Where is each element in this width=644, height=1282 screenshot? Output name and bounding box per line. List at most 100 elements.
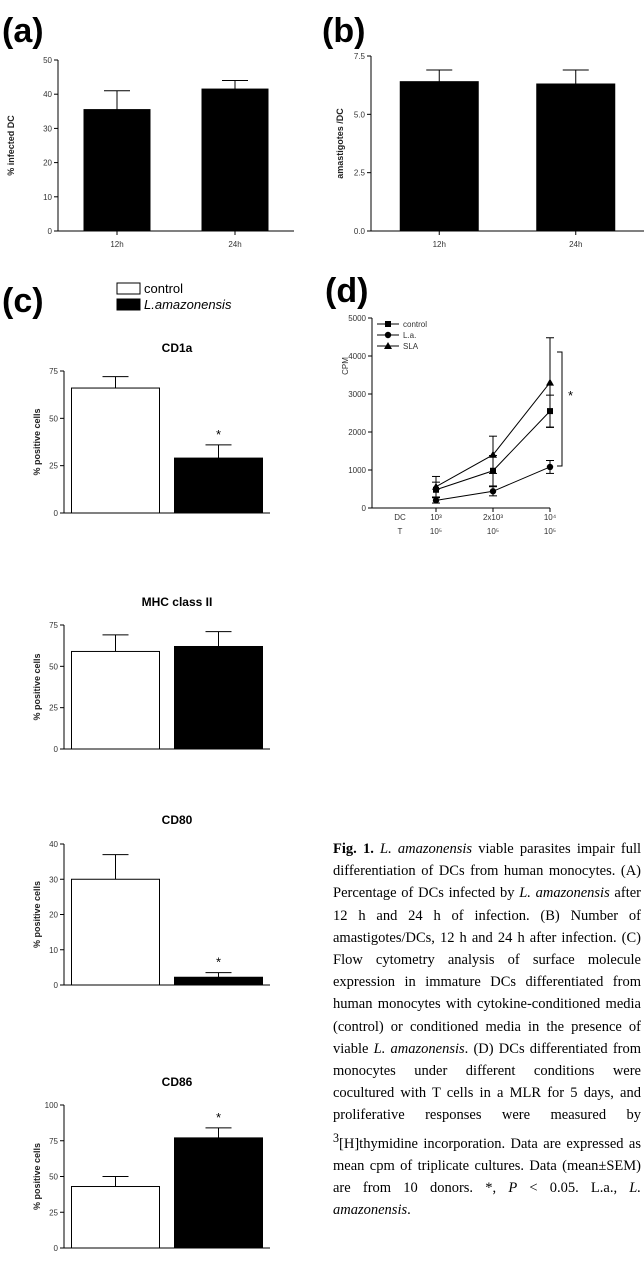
- c4-bar-2: [174, 1137, 263, 1249]
- d-series-control-legend-label: control: [403, 320, 427, 329]
- c3-y-axis-label: % positive cells: [32, 881, 42, 948]
- chart-c-mhc-class-ii: 0 25 50 75 % positive cells MHC class II: [32, 595, 270, 754]
- d-series-sla-point: [432, 482, 440, 490]
- d-series-sla-legend-label: SLA: [403, 342, 419, 351]
- caption-text-3: . (D) DCs differentiated from monocytes …: [333, 1040, 642, 1124]
- c2-y-tick-label: 25: [49, 704, 58, 713]
- d-series-control-legend-marker: [385, 321, 391, 327]
- c4-y-tick-label: 25: [49, 1208, 58, 1217]
- b-y-tick-label: 0.0: [354, 227, 366, 236]
- caption-species-2: L. amazonensis: [519, 885, 610, 902]
- a-x-tick-label: 12h: [110, 240, 123, 249]
- d-series-sla-point: [489, 450, 497, 458]
- c3-significance-star: *: [216, 955, 221, 970]
- c4-y-tick-label: 100: [45, 1101, 59, 1110]
- caption-text-6: .: [407, 1202, 411, 1219]
- c1-significance-star: *: [216, 427, 221, 442]
- chart-c-cd80: 0 10 20 30 40 % positive cells * CD80: [32, 813, 270, 990]
- a-y-tick-label: 50: [43, 56, 52, 65]
- d-x-tick-label-t: 10⁵: [544, 527, 556, 536]
- legend-c: control L.amazonensis: [116, 281, 232, 312]
- c3-y-tick-label: 30: [49, 875, 58, 884]
- caption-superscript: 3: [333, 1130, 340, 1145]
- legend-treated-label: L.amazonensis: [144, 297, 232, 312]
- c1-bar-1: [71, 387, 160, 514]
- caption-p-value: P: [508, 1179, 518, 1196]
- b-bar-1: [399, 81, 479, 232]
- a-bar-1: [83, 109, 151, 232]
- d-y-tick-label: 1000: [348, 466, 366, 475]
- chart-d-mlr: 0 1000 2000 3000 4000 5000 CPM DC T 10³ 10⁵ 2x10³ 10…: [341, 314, 573, 536]
- caption-fig-label: Fig. 1.: [333, 841, 374, 857]
- b-y-axis-label: amastigotes /DC: [335, 108, 345, 179]
- caption-species-1: L. amazonensis: [380, 841, 473, 857]
- panel-letter-a: (a): [2, 12, 44, 50]
- d-series-sla-legend-marker: [384, 342, 392, 349]
- c1-y-tick-label: 25: [49, 462, 58, 471]
- d-significance-star: *: [568, 388, 573, 403]
- d-x-tick-label-dc: 10³: [430, 513, 442, 522]
- figure-caption: Fig. 1. L. amazonensis viable parasites …: [333, 838, 641, 1221]
- a-y-tick-label: 40: [43, 90, 52, 99]
- c2-bar-2: [174, 645, 263, 750]
- b-y-tick-label: 7.5: [354, 52, 366, 61]
- c2-title: MHC class II: [142, 595, 213, 609]
- c2-y-axis-label: % positive cells: [32, 653, 42, 720]
- d-significance-bracket: [557, 351, 563, 467]
- c3-title: CD80: [162, 813, 193, 827]
- d-x-tick-label-t: 10⁵: [430, 527, 442, 536]
- c4-significance-star: *: [216, 1110, 221, 1125]
- a-y-tick-label: 0: [48, 227, 53, 236]
- c4-y-tick-label: 75: [49, 1137, 58, 1146]
- d-series-la-legend-label: L.a.: [403, 331, 416, 340]
- legend-control-label: control: [144, 281, 183, 296]
- caption-species-4: L. amazonensis: [333, 1179, 641, 1219]
- a-y-tick-label: 30: [43, 124, 52, 133]
- b-x-tick-label: 24h: [569, 240, 582, 249]
- c4-y-tick-label: 0: [54, 1244, 59, 1253]
- b-y-tick-label: 5.0: [354, 110, 366, 119]
- c3-y-tick-label: 10: [49, 946, 58, 955]
- d-series-sla-point: [546, 378, 554, 386]
- panel-letter-b: (b): [322, 12, 365, 50]
- a-y-tick-label: 20: [43, 159, 52, 168]
- c1-title: CD1a: [162, 341, 193, 355]
- d-y-tick-label: 5000: [348, 314, 366, 323]
- legend-control-swatch: [116, 282, 141, 295]
- caption-text-5: < 0.05. L.a.,: [517, 1179, 630, 1196]
- d-series-la-point: [546, 463, 554, 471]
- c3-y-tick-label: 20: [49, 911, 58, 920]
- c1-bar-2: [174, 457, 263, 514]
- chart-c-cd1a: 0 25 50 75 % positive cells * CD1a: [32, 341, 270, 518]
- c3-bar-1: [71, 878, 160, 986]
- d-x-tick-label-dc: 10⁴: [544, 513, 557, 522]
- d-x-tick-label-t: 10⁵: [487, 527, 499, 536]
- c2-y-tick-label: 0: [54, 745, 59, 754]
- d-series-la-point: [432, 497, 440, 504]
- a-y-axis-label: % infected DC: [6, 115, 16, 176]
- a-bar-2: [201, 88, 269, 232]
- c4-y-tick-label: 50: [49, 1173, 58, 1182]
- d-y-tick-label: 2000: [348, 428, 366, 437]
- legend-treated-swatch: [116, 298, 141, 311]
- c1-y-tick-label: 0: [54, 509, 59, 518]
- panel-letter-d: (d): [325, 272, 368, 310]
- c1-y-axis-label: % positive cells: [32, 408, 42, 475]
- chart-a-infected-dc: 0 10 20 30 40 50 % infected DC 12h 24h: [6, 56, 294, 249]
- d-x-row-label-dc: DC: [394, 513, 406, 522]
- b-x-tick-label: 12h: [433, 240, 446, 249]
- caption-species-3: L. amazonensis: [373, 1040, 465, 1057]
- c4-bar-1: [71, 1186, 160, 1249]
- c3-bar-2: [174, 976, 263, 986]
- c4-y-axis-label: % positive cells: [32, 1143, 42, 1210]
- chart-b-amastigotes: 0.0 2.5 5.0 7.5 amastigotes /DC 12h 24h: [335, 52, 644, 249]
- c3-y-tick-label: 40: [49, 840, 58, 849]
- b-y-tick-label: 2.5: [354, 169, 366, 178]
- chart-c-cd86: 0 25 50 75 100 % positive cells * CD86: [32, 1075, 270, 1253]
- caption-text-1: viable parasites impair full differentia…: [333, 841, 642, 902]
- c2-y-tick-label: 75: [49, 621, 58, 630]
- c4-title: CD86: [162, 1075, 193, 1089]
- d-y-tick-label: 4000: [348, 352, 366, 361]
- d-y-tick-label: 0: [362, 504, 367, 513]
